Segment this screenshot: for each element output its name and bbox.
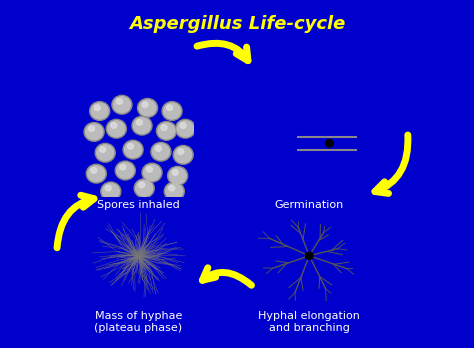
- Circle shape: [100, 147, 106, 152]
- Circle shape: [168, 166, 188, 185]
- Circle shape: [139, 100, 156, 116]
- Circle shape: [105, 185, 111, 191]
- Circle shape: [161, 125, 167, 130]
- Circle shape: [123, 140, 143, 159]
- Circle shape: [132, 116, 152, 135]
- Circle shape: [101, 182, 121, 201]
- Circle shape: [113, 97, 130, 113]
- Circle shape: [146, 166, 153, 172]
- Circle shape: [117, 98, 122, 104]
- Circle shape: [128, 143, 134, 149]
- Circle shape: [164, 182, 184, 201]
- Circle shape: [162, 102, 182, 120]
- Circle shape: [156, 121, 176, 140]
- Circle shape: [115, 161, 135, 180]
- Circle shape: [139, 182, 145, 188]
- Circle shape: [173, 145, 193, 164]
- Circle shape: [136, 180, 153, 196]
- Circle shape: [86, 124, 102, 140]
- Circle shape: [97, 145, 114, 161]
- Circle shape: [89, 126, 95, 132]
- Text: Spores inhaled: Spores inhaled: [97, 200, 180, 210]
- Circle shape: [326, 140, 333, 147]
- Circle shape: [153, 144, 169, 160]
- Circle shape: [158, 123, 175, 139]
- Circle shape: [137, 119, 143, 125]
- Circle shape: [175, 147, 191, 163]
- Circle shape: [90, 102, 109, 120]
- Circle shape: [106, 119, 127, 138]
- Circle shape: [177, 121, 194, 137]
- Circle shape: [111, 122, 117, 128]
- Circle shape: [120, 164, 126, 170]
- Circle shape: [155, 145, 162, 151]
- Circle shape: [91, 103, 108, 119]
- Circle shape: [305, 252, 313, 260]
- Circle shape: [137, 98, 157, 117]
- Circle shape: [164, 103, 181, 119]
- Circle shape: [142, 163, 162, 182]
- Circle shape: [134, 118, 151, 134]
- Circle shape: [169, 168, 186, 184]
- Circle shape: [142, 102, 148, 108]
- Circle shape: [151, 142, 171, 161]
- Circle shape: [91, 167, 97, 173]
- Text: Mass of hyphae
(plateau phase): Mass of hyphae (plateau phase): [94, 311, 182, 333]
- Text: Aspergillus Life-cycle: Aspergillus Life-cycle: [129, 15, 345, 33]
- Circle shape: [88, 166, 105, 182]
- Circle shape: [108, 121, 125, 137]
- Circle shape: [112, 95, 132, 114]
- Circle shape: [175, 119, 195, 138]
- Circle shape: [125, 142, 142, 158]
- Circle shape: [144, 165, 161, 181]
- Circle shape: [86, 164, 106, 183]
- Circle shape: [172, 169, 178, 175]
- Circle shape: [95, 143, 115, 162]
- Circle shape: [169, 185, 175, 191]
- Circle shape: [117, 163, 134, 179]
- Circle shape: [102, 183, 119, 199]
- Circle shape: [84, 122, 104, 141]
- Circle shape: [134, 179, 154, 198]
- Circle shape: [178, 149, 184, 155]
- Circle shape: [94, 105, 100, 111]
- Text: Germination: Germination: [274, 200, 344, 210]
- Circle shape: [166, 105, 173, 111]
- Circle shape: [180, 122, 186, 128]
- Text: Hyphal elongation
and branching: Hyphal elongation and branching: [258, 311, 360, 333]
- Circle shape: [166, 183, 183, 199]
